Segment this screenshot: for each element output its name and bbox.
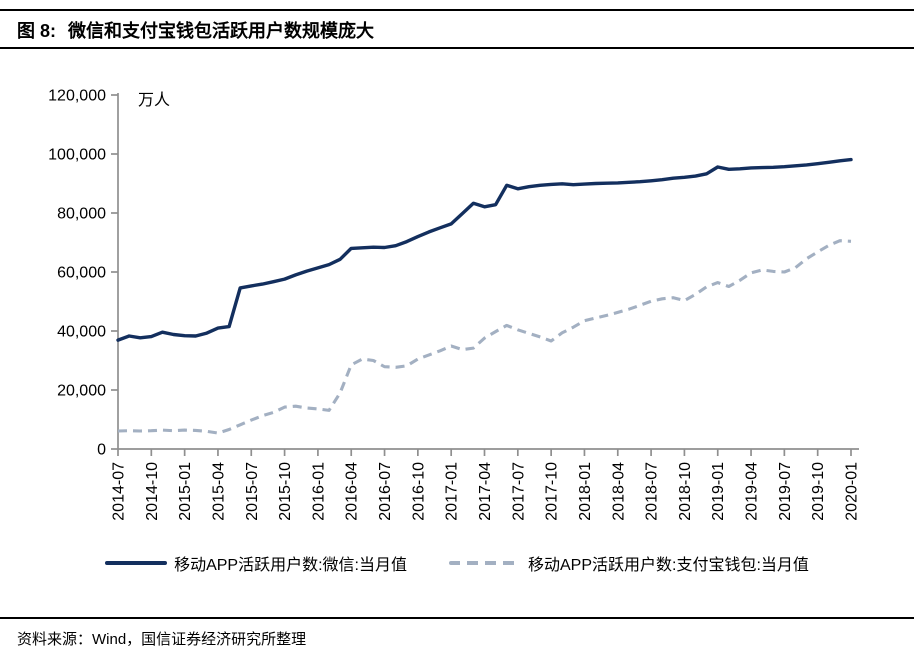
header-top-rule (0, 9, 914, 11)
x-tick-label: 2018-07 (644, 462, 661, 521)
x-tick-label: 2017-01 (444, 462, 461, 521)
x-tick-label: 2018-04 (610, 462, 627, 521)
y-tick-label: 80,000 (57, 206, 106, 223)
title-bottom-rule (0, 47, 914, 49)
figure-title: 微信和支付宝钱包活跃用户数规模庞大 (68, 21, 375, 41)
alipay-line-swatch (449, 561, 521, 565)
x-tick-label: 2015-10 (277, 462, 294, 521)
legend-item-alipay: 移动APP活跃用户数:支付宝钱包:当月值 (449, 551, 809, 575)
x-tick-label: 2016-04 (344, 462, 361, 521)
x-tick-label: 2017-07 (510, 462, 527, 521)
x-tick-label: 2016-01 (310, 462, 327, 521)
y-tick-label: 20,000 (57, 383, 106, 400)
x-tick-label: 2017-10 (544, 462, 561, 521)
x-tick-label: 2016-10 (410, 462, 427, 521)
source-note: 资料来源：Wind，国信证券经济研究所整理 (17, 631, 307, 648)
y-tick-label: 60,000 (57, 265, 106, 282)
figure-title-row: 图 8: 微信和支付宝钱包活跃用户数规模庞大 (17, 17, 904, 43)
legend-item-wechat: 移动APP活跃用户数:微信:当月值 (105, 551, 407, 575)
y-axis-unit-label: 万人 (138, 92, 171, 109)
x-tick-label: 2018-10 (677, 462, 694, 521)
y-tick-label: 120,000 (48, 88, 106, 105)
x-tick-label: 2015-01 (177, 462, 194, 521)
x-tick-label: 2019-10 (810, 462, 827, 521)
y-tick-label: 100,000 (48, 147, 106, 164)
x-tick-label: 2014-10 (144, 462, 161, 521)
x-tick-label: 2017-04 (477, 462, 494, 521)
footer-rule (0, 617, 914, 619)
alipay-series-line (117, 239, 852, 435)
x-tick-label: 2020-01 (844, 462, 861, 521)
x-tick-label: 2015-07 (244, 462, 261, 521)
x-tick-label: 2016-07 (377, 462, 394, 521)
x-tick-label: 2019-01 (710, 462, 727, 521)
y-tick-label: 0 (97, 442, 106, 459)
chart-legend: 移动APP活跃用户数:微信:当月值 移动APP活跃用户数:支付宝钱包:当月值 (0, 551, 914, 575)
wechat-line-swatch (105, 561, 168, 565)
x-tick-label: 2015-04 (210, 462, 227, 521)
x-tick-label: 2018-01 (577, 462, 594, 521)
legend-label-wechat: 移动APP活跃用户数:微信:当月值 (174, 557, 407, 574)
figure-label: 图 8: (17, 21, 57, 41)
x-tick-label: 2019-07 (777, 462, 794, 521)
x-tick-label: 2019-04 (744, 462, 761, 521)
wechat-series-line (116, 157, 853, 342)
legend-label-alipay: 移动APP活跃用户数:支付宝钱包:当月值 (528, 557, 809, 574)
x-tick-label: 2014-07 (111, 462, 128, 521)
y-tick-label: 40,000 (57, 324, 106, 341)
